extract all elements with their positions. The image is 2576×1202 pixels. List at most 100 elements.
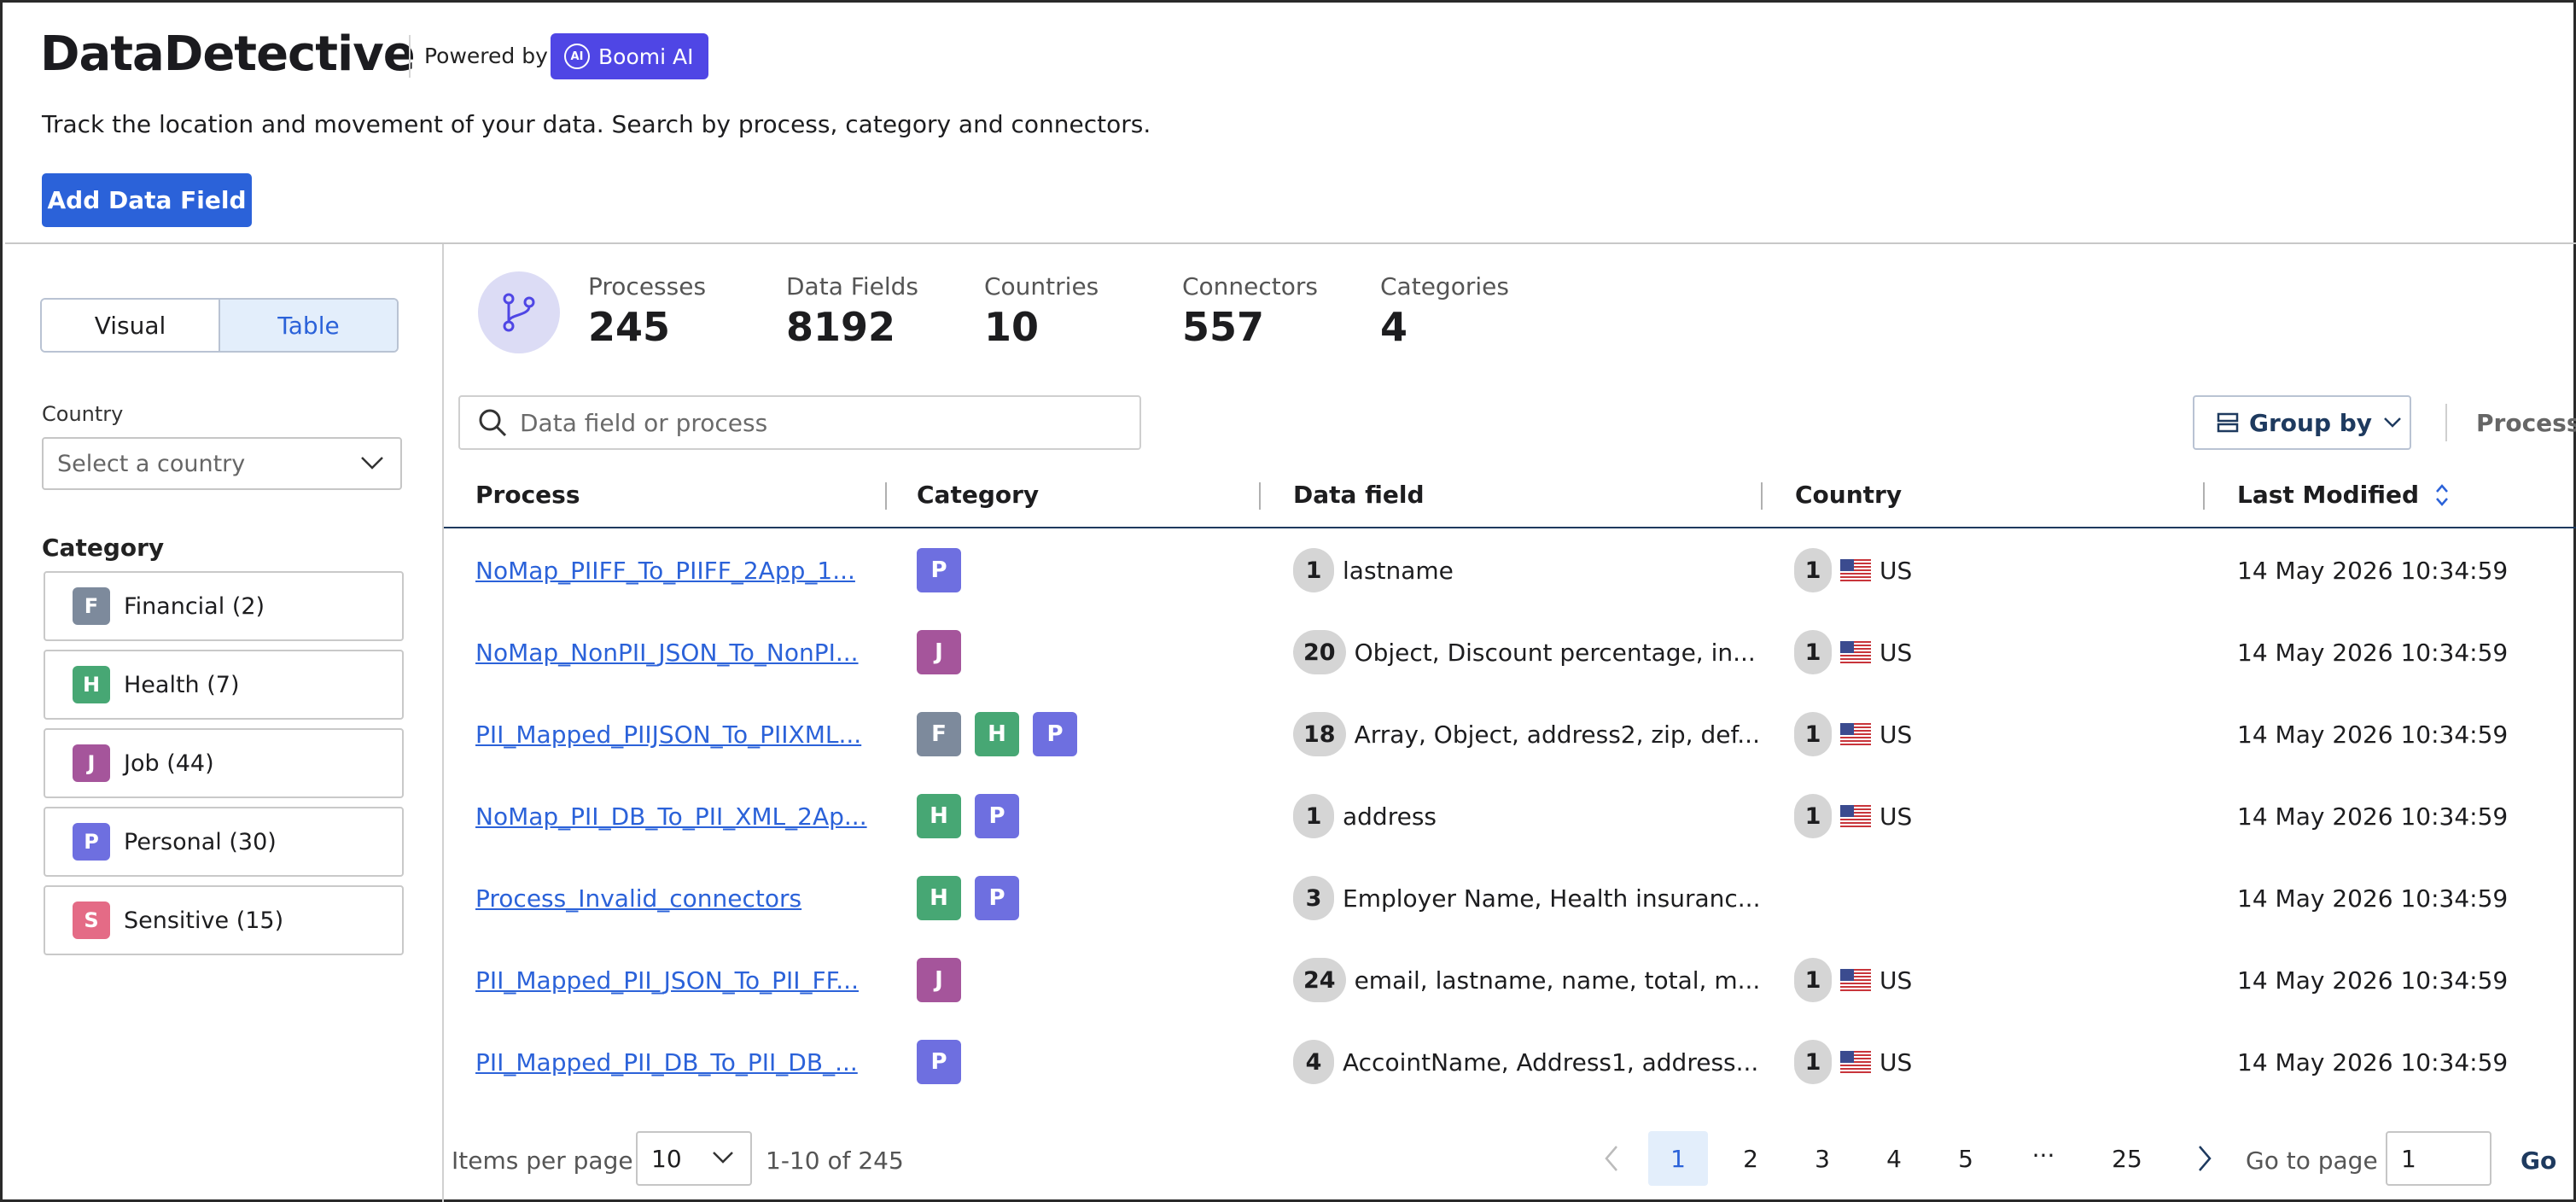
boomi-ai-label: Boomi AI xyxy=(598,44,694,69)
country-name: US xyxy=(1880,802,1913,831)
toggle-visual[interactable]: Visual xyxy=(42,300,220,351)
country-count-badge: 1 xyxy=(1794,630,1832,674)
field-count-badge: 18 xyxy=(1293,712,1346,756)
category-chip: H xyxy=(917,794,961,838)
page-4-button[interactable]: 4 xyxy=(1886,1144,1902,1173)
us-flag-icon xyxy=(1840,805,1871,827)
table-cell: 20 Object, Discount percentage, in... xyxy=(1293,611,1756,693)
last-modified: 14 May 2026 10:34:59 xyxy=(2237,720,2509,749)
group-by-button[interactable]: Group by xyxy=(2193,395,2411,450)
table-cell: 1 US xyxy=(1794,775,1912,857)
page-25-button[interactable]: 25 xyxy=(2112,1144,2142,1173)
stat-label: Processes xyxy=(588,272,707,300)
table-cell: 4 AccointName, Address1, address... xyxy=(1293,1021,1758,1103)
chevron-right-icon xyxy=(2199,1146,2212,1171)
sidebar-divider xyxy=(442,244,444,1202)
category-label: Financial (2) xyxy=(124,592,265,620)
us-flag-icon xyxy=(1840,969,1871,991)
page-3-button[interactable]: 3 xyxy=(1815,1144,1830,1173)
category-chip-job: J xyxy=(73,744,110,782)
table-cell: 14 May 2026 10:34:59 xyxy=(2237,775,2508,857)
header-divider xyxy=(5,242,2576,244)
category-chip-sensitive: S xyxy=(73,902,110,939)
category-personal[interactable]: P Personal (30) xyxy=(44,807,404,877)
page-ellipsis: ... xyxy=(2031,1134,2055,1163)
data-fields-text: Employer Name, Health insuranc... xyxy=(1343,884,1761,913)
column-header-country[interactable]: Country xyxy=(1795,481,1903,509)
table-row: Process_Invalid_connectors H P 3 Employer Na… xyxy=(444,857,2576,939)
stat-label: Countries xyxy=(984,272,1099,300)
column-header-last-modified[interactable]: Last Modified xyxy=(2237,481,2450,509)
field-count-badge: 20 xyxy=(1293,630,1346,674)
country-select-placeholder: Select a country xyxy=(57,450,246,477)
stat-processes: Processes 245 xyxy=(588,272,706,350)
title-divider xyxy=(409,35,411,78)
page-1-button[interactable]: 1 xyxy=(1648,1131,1708,1186)
group-icon xyxy=(2217,412,2239,433)
column-resize-handle[interactable] xyxy=(1761,482,1763,510)
category-chip: P xyxy=(1033,712,1077,756)
items-per-page-select[interactable]: 10 xyxy=(636,1131,752,1186)
category-sensitive[interactable]: S Sensitive (15) xyxy=(44,885,404,955)
search-placeholder: Data field or process xyxy=(520,408,768,437)
table-cell: 1 US xyxy=(1794,693,1912,775)
stat-value: 557 xyxy=(1182,304,1265,350)
category-health[interactable]: H Health (7) xyxy=(44,650,404,720)
process-link[interactable]: Process_Invalid_connectors xyxy=(475,884,802,913)
go-button[interactable]: Go xyxy=(2521,1147,2557,1175)
column-header-category[interactable]: Category xyxy=(917,481,1040,509)
page-5-button[interactable]: 5 xyxy=(1958,1144,1973,1173)
category-financial[interactable]: F Financial (2) xyxy=(44,571,404,641)
prev-page-button[interactable] xyxy=(1582,1131,1641,1186)
country-name: US xyxy=(1880,720,1913,749)
process-link[interactable]: NoMap_PIIFF_To_PIIFF_2App_1... xyxy=(475,556,855,585)
process-tab[interactable]: Process xyxy=(2476,409,2576,437)
field-count-badge: 3 xyxy=(1293,876,1334,920)
country-count-badge: 1 xyxy=(1794,1040,1832,1084)
page-2-button[interactable]: 2 xyxy=(1743,1144,1758,1173)
process-link[interactable]: PII_Mapped_PIIJSON_To_PIIXML... xyxy=(475,720,862,749)
category-chip: J xyxy=(917,630,961,674)
table-cell: 14 May 2026 10:34:59 xyxy=(2237,939,2508,1021)
table-cell: PII_Mapped_PII_DB_To_PII_DB_... xyxy=(475,1021,858,1103)
boomi-ai-badge[interactable]: AI Boomi AI xyxy=(551,33,709,79)
column-resize-handle[interactable] xyxy=(2203,482,2205,510)
go-to-page-label: Go to page xyxy=(2246,1147,2378,1175)
stat-countries: Countries 10 xyxy=(984,272,1099,350)
next-page-button[interactable] xyxy=(2175,1131,2235,1186)
go-to-page-input[interactable]: 1 xyxy=(2386,1131,2491,1186)
toggle-table[interactable]: Table xyxy=(220,300,397,351)
data-fields-text: lastname xyxy=(1343,556,1454,585)
chevron-down-icon xyxy=(2384,417,2401,428)
table-cell: 14 May 2026 10:34:59 xyxy=(2237,857,2508,939)
category-job[interactable]: J Job (44) xyxy=(44,728,404,798)
stat-value: 10 xyxy=(984,304,1040,350)
stat-value: 8192 xyxy=(786,304,896,350)
column-resize-handle[interactable] xyxy=(1259,482,1261,510)
table-row: PII_Mapped_PII_JSON_To_PII_FF... J 24 email… xyxy=(444,939,2576,1021)
column-header-data-field[interactable]: Data field xyxy=(1293,481,1425,509)
column-header-process[interactable]: Process xyxy=(475,481,580,509)
process-link[interactable]: NoMap_NonPII_JSON_To_NonPI... xyxy=(475,638,859,667)
stat-label: Connectors xyxy=(1182,272,1319,300)
process-link[interactable]: NoMap_PII_DB_To_PII_XML_2Ap... xyxy=(475,802,867,831)
table-cell: J xyxy=(917,611,961,693)
view-toggle: Visual Table xyxy=(40,298,399,353)
table-cell: PII_Mapped_PIIJSON_To_PIIXML... xyxy=(475,693,861,775)
field-count-badge: 1 xyxy=(1293,548,1334,592)
category-chip: P xyxy=(917,548,961,592)
country-select[interactable]: Select a country xyxy=(42,437,402,490)
search-input[interactable]: Data field or process xyxy=(458,395,1141,450)
process-link[interactable]: PII_Mapped_PII_DB_To_PII_DB_... xyxy=(475,1047,858,1077)
items-per-page-label: Items per page xyxy=(452,1147,633,1175)
chevron-down-icon xyxy=(361,457,383,470)
process-link[interactable]: PII_Mapped_PII_JSON_To_PII_FF... xyxy=(475,966,859,995)
add-data-field-button[interactable]: Add Data Field xyxy=(42,173,252,227)
column-resize-handle[interactable] xyxy=(885,482,887,510)
process-flow-icon xyxy=(478,271,560,353)
category-label: Job (44) xyxy=(124,750,214,777)
table-cell: 14 May 2026 10:34:59 xyxy=(2237,529,2508,611)
category-chip: P xyxy=(917,1040,961,1084)
